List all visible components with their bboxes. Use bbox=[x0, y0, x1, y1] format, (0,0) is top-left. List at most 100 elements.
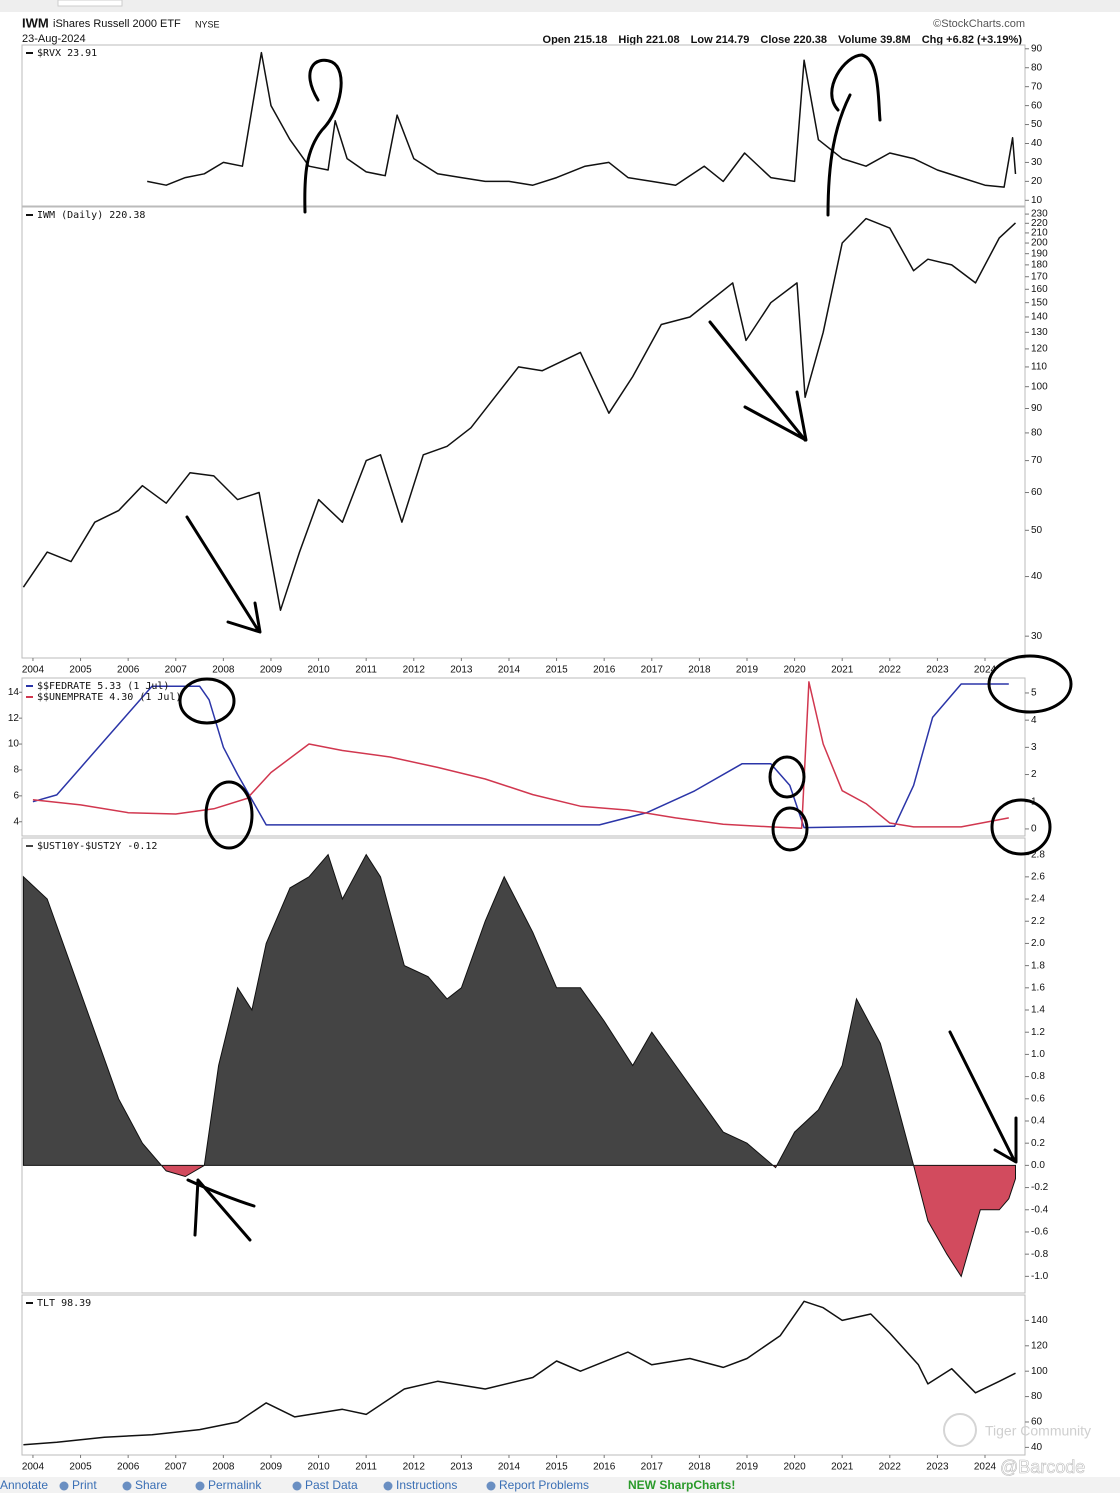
x-tick-label: 2023 bbox=[926, 665, 949, 676]
footer-link[interactable]: Annotate bbox=[0, 1478, 48, 1492]
y-tick-label: 140 bbox=[1031, 1315, 1048, 1326]
y-tick-label: 1.6 bbox=[1031, 982, 1045, 993]
x-tick-label: 2006 bbox=[117, 1462, 140, 1473]
y-tick-label: 40 bbox=[1031, 1442, 1043, 1453]
y-tick-label: 230 bbox=[1031, 209, 1048, 220]
y-tick-label: 60 bbox=[1031, 1417, 1043, 1428]
x-tick-label: 2006 bbox=[117, 665, 140, 676]
footer-icon bbox=[383, 1481, 393, 1491]
x-tick-label: 2007 bbox=[165, 665, 188, 676]
footer-link[interactable]: Share bbox=[135, 1478, 167, 1492]
panel-frame bbox=[21, 44, 1026, 207]
y-tick-label: 2.8 bbox=[1031, 849, 1045, 860]
x-tick-label: 2009 bbox=[260, 1462, 283, 1473]
y-tick-label: -0.2 bbox=[1031, 1182, 1049, 1193]
exchange: NYSE bbox=[195, 19, 220, 29]
y-tick-label: 110 bbox=[1031, 362, 1047, 373]
y-tick-label: 80 bbox=[1031, 62, 1043, 73]
y-tick-label: 3 bbox=[1031, 742, 1037, 753]
y-tick-label: 4 bbox=[1031, 715, 1037, 726]
x-tick-label: 2018 bbox=[688, 1462, 711, 1473]
footer-link[interactable]: NEW SharpCharts! bbox=[628, 1478, 735, 1492]
footer-icon bbox=[122, 1481, 132, 1491]
x-tick-label: 2010 bbox=[307, 1462, 330, 1473]
area bbox=[22, 853, 1016, 1278]
x-tick-label: 2012 bbox=[403, 665, 426, 676]
y-tick-label: 220 bbox=[1031, 218, 1048, 229]
top-bar bbox=[0, 0, 1120, 12]
y-tick-label: 200 bbox=[1031, 238, 1048, 249]
panel-frame bbox=[21, 677, 1026, 837]
quote-item: Chg +6.82 (+3.19%) bbox=[922, 34, 1023, 46]
x-tick-label: 2011 bbox=[355, 665, 377, 676]
y-tick-label: 70 bbox=[1031, 81, 1043, 92]
y-tick-label: 90 bbox=[1031, 43, 1043, 54]
y-tick-label: 10 bbox=[1031, 195, 1043, 206]
x-tick-label: 2007 bbox=[165, 1462, 188, 1473]
x-tick-label: 2005 bbox=[69, 665, 92, 676]
footer-icon bbox=[59, 1481, 69, 1491]
y-tick-label: 60 bbox=[1031, 487, 1043, 498]
panel: 10 20 30 40 50 60 70 80 90 $RVX 23.91 bbox=[21, 43, 1043, 207]
footer-link[interactable]: Instructions bbox=[396, 1478, 457, 1492]
y-tick-label: 1.2 bbox=[1031, 1027, 1045, 1038]
hand-mark bbox=[186, 1178, 256, 1242]
y-tick-label: 210 bbox=[1031, 228, 1048, 239]
hand-arrow bbox=[185, 515, 262, 634]
y-tick-label: -0.4 bbox=[1031, 1204, 1049, 1215]
y-tick-label: 50 bbox=[1031, 119, 1043, 130]
panel: 2.8 2.6 2.4 2.2 2.0 1.8 1.6 1.4 1.2 1.0 0.8 0.6 0.4 0… bbox=[21, 837, 1049, 1294]
x-tick-label: 2011 bbox=[355, 1462, 377, 1473]
x-tick-label: 2017 bbox=[641, 1462, 664, 1473]
date: 23-Aug-2024 bbox=[22, 33, 86, 45]
x-tick-label: 2023 bbox=[926, 1462, 949, 1473]
x-tick-label: 2009 bbox=[260, 665, 283, 676]
y-tick-label: 160 bbox=[1031, 284, 1048, 295]
legend-label: $RVX 23.91 bbox=[37, 48, 97, 59]
watermark: @Barcode bbox=[1000, 1457, 1085, 1477]
y-tick-label: 0 bbox=[1031, 824, 1037, 835]
legend-label: $$FEDRATE 5.33 (1 Jul) bbox=[37, 681, 169, 692]
y-tick-label: -0.6 bbox=[1031, 1227, 1049, 1238]
y-tick-label: 4 bbox=[13, 816, 19, 827]
tab bbox=[57, 0, 123, 7]
y-tick-label: 100 bbox=[1031, 1366, 1048, 1377]
footer: Annotate Print Share Permalink Past Data Inst… bbox=[0, 1478, 735, 1492]
hand-circle bbox=[768, 755, 806, 799]
source: ©StockCharts.com bbox=[933, 18, 1025, 30]
y-tick-label: 1.4 bbox=[1031, 1005, 1045, 1016]
footer-link[interactable]: Report Problems bbox=[499, 1478, 589, 1492]
hand-circle bbox=[178, 677, 236, 725]
x-tick-label: 2015 bbox=[545, 665, 568, 676]
y-tick-label: 170 bbox=[1031, 271, 1048, 282]
y-tick-label: 40 bbox=[1031, 138, 1043, 149]
x-tick-label: 2021 bbox=[831, 665, 854, 676]
footer-link[interactable]: Print bbox=[72, 1478, 97, 1492]
hand-circle bbox=[990, 798, 1052, 856]
x-tick-label: 2019 bbox=[736, 1462, 759, 1473]
hand-question bbox=[826, 53, 882, 217]
x-tick-label: 2008 bbox=[212, 665, 235, 676]
hand-question bbox=[303, 58, 343, 214]
watermark: Tiger Community bbox=[985, 1423, 1091, 1439]
footer-link[interactable]: Permalink bbox=[208, 1478, 262, 1492]
legend-label: IWM (Daily) 220.38 bbox=[37, 210, 145, 221]
line bbox=[147, 51, 1017, 188]
footer-link[interactable]: Past Data bbox=[305, 1478, 358, 1492]
y-tick-label: 2.4 bbox=[1031, 894, 1045, 905]
x-tick-label: 2021 bbox=[831, 1462, 854, 1473]
x-tick-label: 2005 bbox=[69, 1462, 92, 1473]
y-tick-label: 6 bbox=[13, 790, 19, 801]
x-tick-label: 2016 bbox=[593, 665, 616, 676]
y-tick-label: 60 bbox=[1031, 100, 1043, 111]
y-tick-label: 80 bbox=[1031, 1391, 1043, 1402]
quote-item: Close 220.38 bbox=[760, 34, 827, 46]
x-tick-label: 2004 bbox=[22, 1462, 45, 1473]
y-tick-label: 2.0 bbox=[1031, 938, 1045, 949]
line bbox=[22, 217, 1017, 611]
quote-item: Low 214.79 bbox=[691, 34, 750, 46]
y-tick-label: 30 bbox=[1031, 631, 1043, 642]
footer-bar bbox=[0, 1477, 1120, 1493]
y-tick-label: 140 bbox=[1031, 312, 1048, 323]
